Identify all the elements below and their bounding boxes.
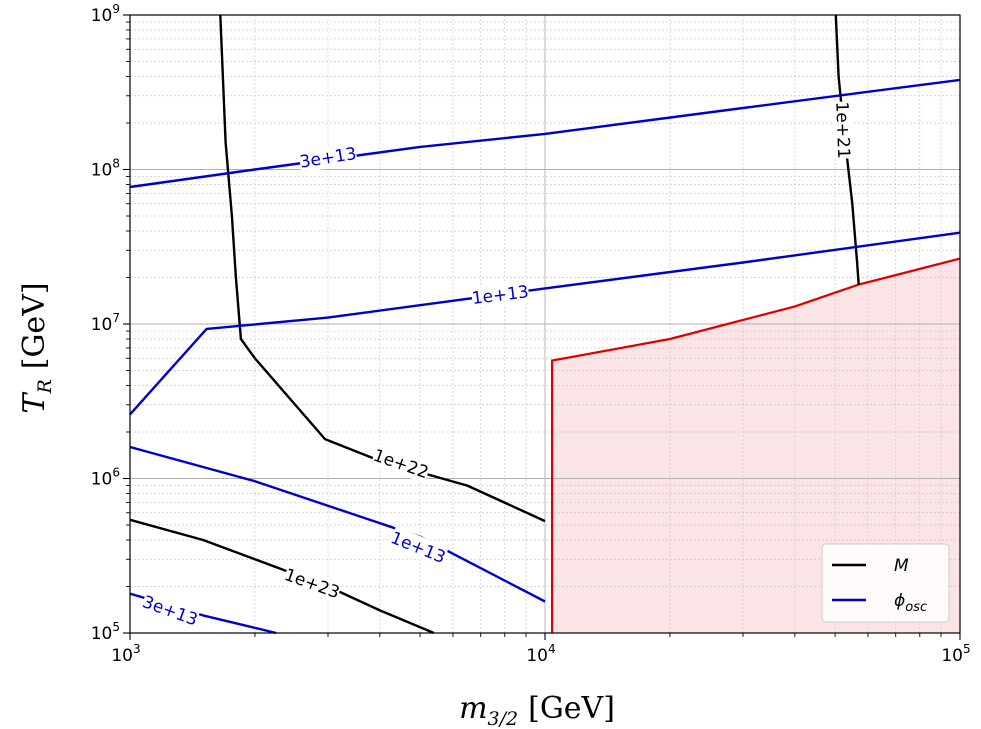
x-axis-label-main: m — [459, 691, 487, 726]
y-axis-label-main: T — [17, 392, 52, 414]
y-tick-label: 105 — [91, 620, 120, 644]
excluded-region-fill — [552, 258, 960, 633]
y-axis-label-sub: R — [34, 379, 56, 394]
y-tick-base: 10 — [91, 315, 113, 335]
y-tick-label: 109 — [91, 2, 120, 26]
legend-label-phi: ϕ — [894, 591, 905, 611]
y-tick-base: 10 — [91, 6, 113, 26]
y-tick-exponent: 5 — [112, 620, 120, 634]
x-tick-base: 10 — [111, 646, 133, 666]
contour-label-group-0: 1e+21 — [831, 101, 856, 159]
y-tick-base: 10 — [91, 470, 113, 490]
y-tick-label: 107 — [91, 311, 120, 335]
x-tick-base: 10 — [526, 646, 548, 666]
legend-label-osc-sub: osc — [905, 600, 927, 615]
y-axis-label: TR [GeV] — [17, 282, 56, 413]
x-tick-label: 104 — [526, 642, 555, 666]
contour-line-phi-osc-5 — [129, 445, 546, 603]
contour-line-phi-osc-4 — [129, 231, 961, 416]
x-tick-exponent: 3 — [133, 642, 141, 656]
contour-label-bg — [370, 443, 432, 484]
x-axis-label-unit: [GeV] — [528, 691, 615, 726]
contour-label-bg — [298, 141, 358, 173]
x-tick-label: 103 — [111, 642, 140, 666]
y-tick-exponent: 9 — [112, 2, 120, 16]
contour-lines-group — [129, 14, 961, 635]
contour-line-phi-osc-3 — [129, 78, 961, 189]
x-axis-label-sub: 3/2 — [488, 708, 519, 729]
y-tick-exponent: 6 — [112, 466, 120, 480]
y-tick-exponent: 8 — [112, 157, 120, 171]
excluded-boundary-line — [550, 257, 961, 633]
contour-label-bg — [470, 280, 530, 309]
contour-label-bg — [387, 526, 449, 568]
contour-line-M-0 — [834, 14, 860, 285]
contour-label-bg — [281, 563, 343, 604]
contour-label: 1e+21 — [831, 101, 853, 159]
excluded-region-group — [552, 258, 960, 633]
y-tick-label: 106 — [91, 466, 120, 490]
y-axis-label-unit: [GeV] — [17, 282, 52, 369]
y-tick-exponent: 7 — [112, 311, 120, 325]
y-tick-base: 10 — [91, 624, 113, 644]
x-tick-base: 10 — [941, 646, 963, 666]
legend: M ϕosc — [821, 543, 950, 623]
legend-box — [821, 543, 950, 623]
x-tick-label: 105 — [941, 642, 970, 666]
y-tick-base: 10 — [91, 161, 113, 181]
x-axis-label: m3/2 [GeV] — [459, 691, 615, 729]
x-tick-exponent: 5 — [963, 642, 971, 656]
legend-label-phi-osc: ϕosc — [894, 591, 927, 615]
y-tick-label: 108 — [91, 157, 120, 181]
contour-label-bg — [831, 101, 856, 159]
legend-label-m: M — [894, 556, 909, 576]
x-tick-exponent: 4 — [548, 642, 556, 656]
contour-label-bg — [139, 590, 201, 631]
